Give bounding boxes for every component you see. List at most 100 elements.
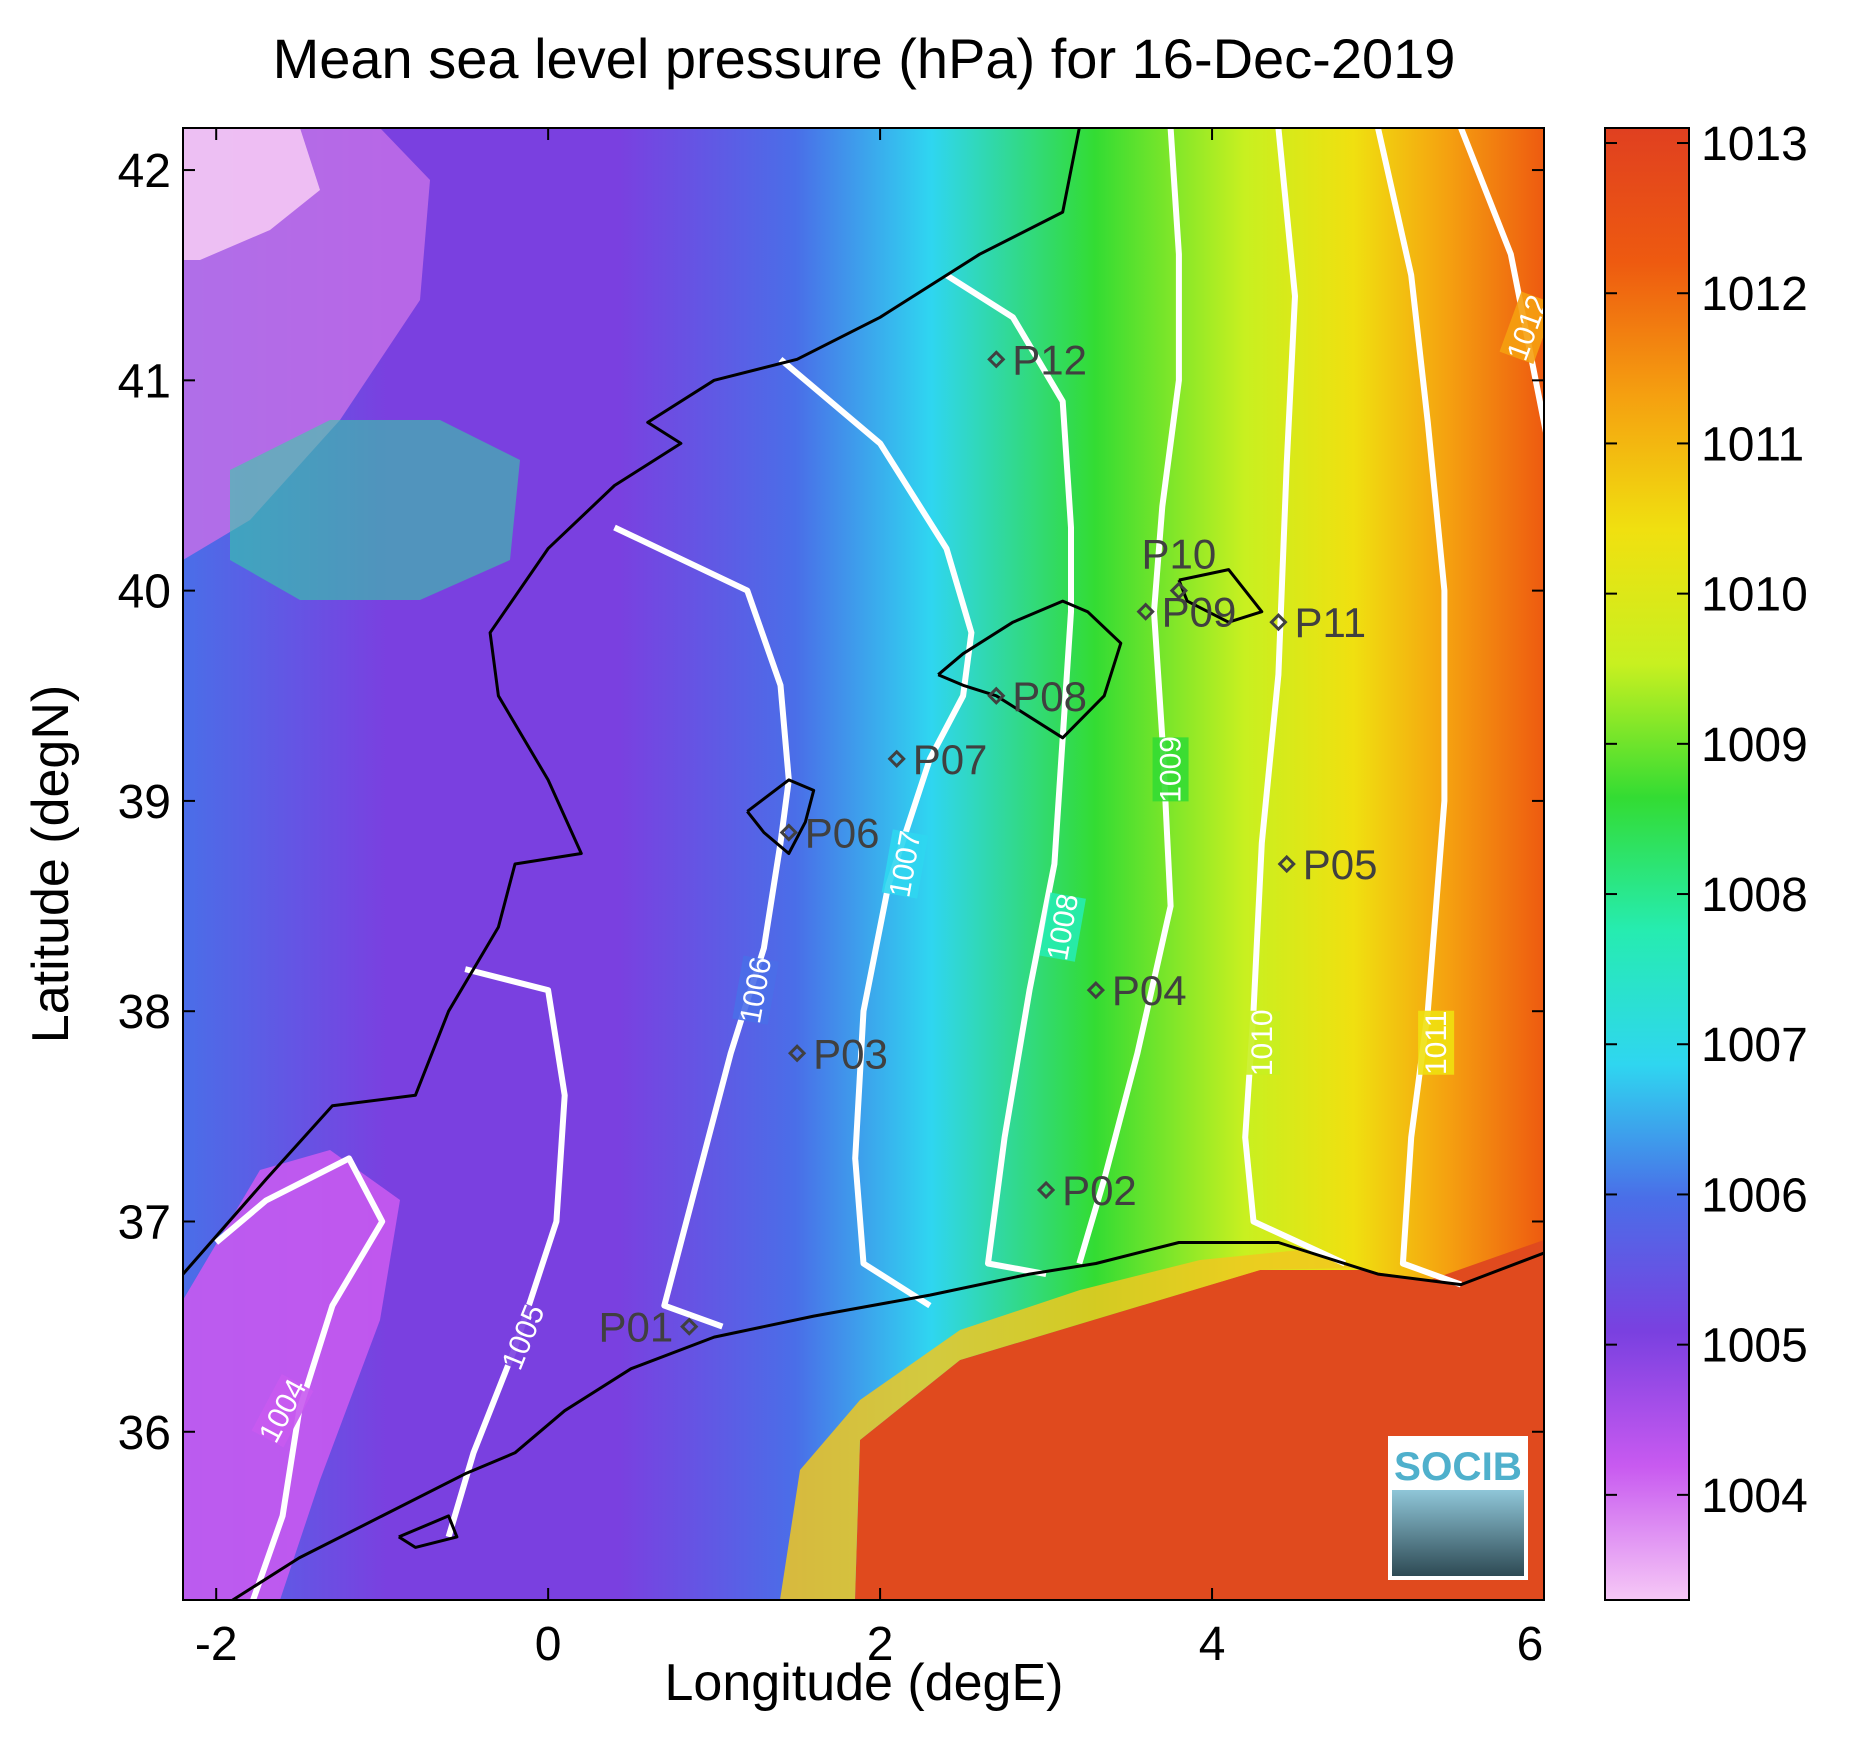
station-p11[interactable]: P11 xyxy=(1269,599,1366,646)
y-tick-label: 39 xyxy=(118,776,171,829)
y-tick-label: 40 xyxy=(118,566,171,619)
coast-alboran xyxy=(397,1514,459,1549)
colorbar-tick-label: 1012 xyxy=(1701,268,1808,321)
colorbar-ticks: 1004 1005 1006 1007 1008 1009 1010 1011 1012 1013 xyxy=(1605,118,1808,1523)
x-tick-label: 4 xyxy=(1199,1618,1226,1671)
station-label: P10 xyxy=(1141,531,1216,578)
isobar-1007 xyxy=(778,357,975,1309)
station-points: P01 P02 P03 P04 P05 P06 P07 P08 P09 P10 P11 P12 xyxy=(598,336,1377,1350)
isobar-1011 xyxy=(1375,128,1463,1288)
station-marker-icon xyxy=(1036,1180,1056,1200)
station-label: P06 xyxy=(805,809,880,856)
isobar-1006 xyxy=(613,524,792,1330)
colorbar-tick-label: 1010 xyxy=(1701,569,1808,622)
colorbar-tick-label: 1005 xyxy=(1701,1320,1808,1373)
pressure-field-low-sw xyxy=(183,1150,400,1600)
isobar-1010 xyxy=(1242,128,1347,1267)
station-p08[interactable]: P08 xyxy=(987,673,1087,720)
x-tick-label: -2 xyxy=(195,1618,238,1671)
coast-north-africa xyxy=(229,1241,1544,1600)
isobar-1009 xyxy=(1076,128,1182,1265)
y-axis-ticks: 36 37 38 39 40 41 42 xyxy=(118,145,1544,1460)
station-label: P04 xyxy=(1112,967,1187,1014)
colorbar-tick-label: 1004 xyxy=(1701,1470,1808,1523)
station-p09[interactable]: P09 xyxy=(1136,589,1237,636)
station-marker-icon xyxy=(680,1317,699,1336)
station-p02[interactable]: P02 xyxy=(1036,1167,1137,1214)
pressure-field-lightest-nw xyxy=(183,128,320,260)
station-label: P02 xyxy=(1062,1167,1137,1214)
pressure-field-africa-edge xyxy=(780,1250,1360,1600)
station-p10[interactable]: P10 xyxy=(1141,531,1216,600)
station-p06[interactable]: P06 xyxy=(779,809,880,856)
station-label: P07 xyxy=(913,736,988,783)
station-marker-icon xyxy=(987,686,1006,705)
station-marker-icon xyxy=(779,823,798,842)
station-label: P05 xyxy=(1303,841,1378,888)
x-tick-label: 2 xyxy=(867,1618,894,1671)
station-p03[interactable]: P03 xyxy=(787,1030,888,1077)
isobar-1004 xyxy=(214,1155,386,1600)
isobar-label-bg xyxy=(1243,1010,1280,1075)
y-tick-label: 38 xyxy=(118,986,171,1039)
x-tick-label: 6 xyxy=(1517,1618,1544,1671)
y-tick-label: 37 xyxy=(118,1196,171,1249)
station-label: P08 xyxy=(1012,673,1087,720)
colorbar-tick-label: 1013 xyxy=(1701,118,1808,171)
isobar-label-bg xyxy=(1499,291,1544,364)
isobar-label-bg xyxy=(251,1374,314,1448)
plot-area xyxy=(183,128,1544,1600)
colorbar-tick-label: 1011 xyxy=(1701,418,1804,471)
socib-logo-sea xyxy=(1392,1490,1524,1576)
isobar-label: 1009 xyxy=(1155,736,1188,803)
y-axis-label: Latitude (degN) xyxy=(22,685,80,1043)
plot-frame xyxy=(182,127,1545,1601)
isobar-label-bg xyxy=(732,955,779,1025)
colorbar-tick-label: 1009 xyxy=(1701,719,1808,772)
isobar-1005 xyxy=(445,966,568,1538)
pressure-field-highland-green xyxy=(230,420,520,600)
station-label: P11 xyxy=(1294,599,1366,646)
station-marker-icon xyxy=(787,1044,807,1063)
station-p07[interactable]: P07 xyxy=(887,736,988,783)
colorbar-tick-label: 1007 xyxy=(1701,1019,1808,1072)
map-title: Mean sea level pressure (hPa) for 16-Dec… xyxy=(273,27,1456,90)
station-p12[interactable]: P12 xyxy=(987,336,1087,383)
x-tick-label: 0 xyxy=(535,1618,562,1671)
colorbar-tick-label: 1006 xyxy=(1701,1169,1808,1222)
station-p04[interactable]: P04 xyxy=(1086,967,1187,1014)
x-axis-ticks: -2 0 2 4 6 xyxy=(195,128,1545,1671)
station-marker-icon xyxy=(1269,613,1288,632)
coast-iberia xyxy=(183,128,1081,1276)
y-tick-label: 42 xyxy=(118,145,171,198)
station-marker-icon xyxy=(1136,602,1155,621)
station-p01[interactable]: P01 xyxy=(598,1304,699,1351)
coastline xyxy=(183,128,1544,1600)
isobar-label-bg xyxy=(1152,737,1189,802)
station-label: P12 xyxy=(1012,336,1087,383)
colorbar xyxy=(1604,127,1690,1601)
station-marker-icon xyxy=(887,749,906,768)
socib-logo: SOCIB xyxy=(1388,1436,1528,1580)
isobar-label-bg xyxy=(1418,1010,1455,1075)
isobar-label-bg xyxy=(881,829,929,899)
y-tick-label: 36 xyxy=(118,1407,171,1460)
isobar-label: 1010 xyxy=(1246,1009,1279,1076)
y-tick-label: 41 xyxy=(118,355,171,408)
isobar-label: 1011 xyxy=(1420,1010,1453,1075)
pressure-field-africa-high xyxy=(855,1240,1544,1600)
x-axis-label: Longitude (degE) xyxy=(665,1654,1064,1712)
station-p05[interactable]: P05 xyxy=(1277,841,1378,888)
station-label: P01 xyxy=(598,1304,673,1351)
station-marker-icon xyxy=(1169,581,1188,600)
coast-ibiza xyxy=(746,778,816,855)
station-marker-icon xyxy=(987,350,1006,369)
socib-logo-text: SOCIB xyxy=(1394,1445,1522,1489)
colorbar-tick-label: 1008 xyxy=(1701,869,1808,922)
coast-menorca xyxy=(1177,568,1264,624)
station-label: P09 xyxy=(1162,589,1237,636)
station-marker-icon xyxy=(1277,854,1296,874)
station-marker-icon xyxy=(1086,981,1105,1000)
